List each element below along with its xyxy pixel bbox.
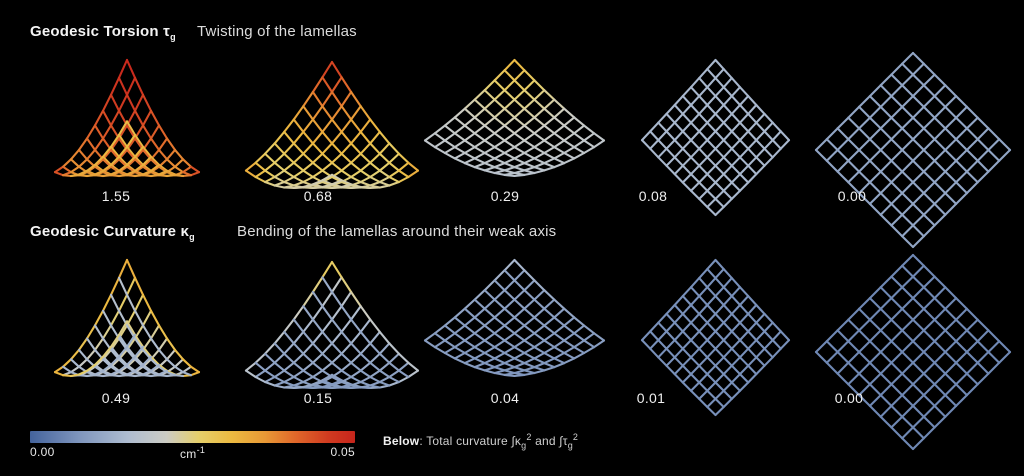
kappa-integral-sup: 2 [526,432,532,442]
curvature-value-3: 0.04 [490,390,520,406]
curvature-mesh-1 [52,257,202,379]
tau-integral-sup: 2 [572,432,579,442]
colorbar-gradient [30,431,355,443]
curvature-mesh-3 [422,257,607,379]
curvature-mesh-5 [813,252,1013,452]
tau-integral: ∫τ [559,434,568,448]
below-note-body: : Total curvature [419,434,512,448]
curvature-value-2: 0.15 [303,390,333,406]
tau-integral-sub: g [567,440,573,451]
torsion-mesh-3 [422,57,607,179]
torsion-value-3: 0.29 [490,188,520,204]
below-note: Below: Total curvature ∫κg2 and ∫τg2 [383,432,578,450]
curvature-value-1: 0.49 [101,390,131,406]
colorbar-max-label: 0.05 [330,445,355,459]
colorbar-unit-base: cm [180,447,197,461]
torsion-value-5: 0.00 [837,188,867,204]
below-note-prefix: Below [383,434,420,448]
kappa-subscript: g [189,232,195,242]
torsion-subtitle: Twisting of the lamellas [197,23,357,40]
below-note-conj: and [531,434,560,448]
curvature-value-5: 0.00 [834,390,864,406]
kappa-integral-sub: g [521,440,527,451]
torsion-title-text: Geodesic Torsion [30,23,159,40]
torsion-mesh-2 [243,59,421,191]
curvature-title: Geodesic Curvature κg [30,223,195,242]
torsion-value-4: 0.08 [638,188,668,204]
torsion-value-2: 0.68 [303,188,333,204]
kappa-integral: ∫κ [511,434,522,448]
colorbar-unit-exponent: -1 [196,445,206,455]
torsion-title: Geodesic Torsion τg [30,23,176,42]
kappa-symbol: κ [180,223,190,240]
torsion-mesh-5 [813,50,1013,250]
curvature-title-text: Geodesic Curvature [30,223,177,240]
tau-symbol: τ [163,23,171,40]
torsion-value-1: 1.55 [101,188,131,204]
tau-subscript: g [170,32,176,42]
curvature-subtitle: Bending of the lamellas around their wea… [237,223,557,240]
curvature-mesh-4 [639,257,792,418]
torsion-mesh-1 [52,57,202,179]
curvature-mesh-2 [243,259,421,391]
colorbar-min-label: 0.00 [30,445,55,459]
torsion-mesh-4 [639,57,792,218]
curvature-value-4: 0.01 [636,390,666,406]
colorbar-unit-label: cm-1 [180,445,205,461]
